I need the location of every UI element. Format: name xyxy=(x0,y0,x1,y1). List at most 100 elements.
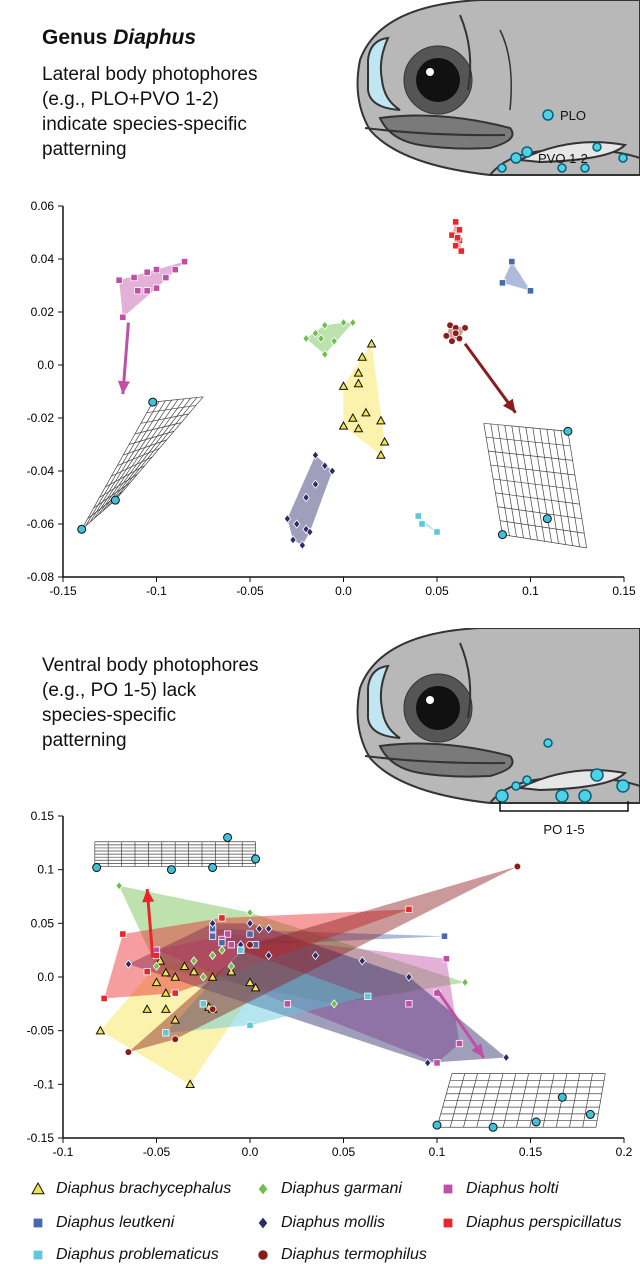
grid-line xyxy=(110,397,198,505)
point-perspicillatus xyxy=(218,914,226,922)
point-holti xyxy=(115,276,123,284)
point-garmani xyxy=(321,349,329,360)
plo-label: PLO xyxy=(560,108,586,123)
point-mollis xyxy=(298,540,307,550)
point-brachycephalus xyxy=(151,977,162,987)
point-holti xyxy=(130,273,138,282)
point-brachycephalus xyxy=(95,1025,106,1035)
triangle-icon xyxy=(31,1181,45,1195)
point-perspicillatus xyxy=(100,994,108,1003)
point-problematicus xyxy=(414,512,422,520)
point-problematicus xyxy=(364,992,372,1000)
point-garmani xyxy=(152,961,161,971)
point-perspicillatus xyxy=(452,242,460,250)
grid-line xyxy=(85,401,160,526)
point-leutkeni xyxy=(208,932,217,940)
deformation-grid xyxy=(77,396,204,534)
point-perspicillatus xyxy=(453,234,462,242)
grid-line xyxy=(502,534,587,549)
point-termophilus xyxy=(171,1035,180,1044)
grid-line xyxy=(493,478,578,490)
point-termophilus xyxy=(124,1048,133,1056)
point-garmani xyxy=(227,961,236,971)
square-icon xyxy=(442,1183,454,1195)
point-brachycephalus xyxy=(170,1014,181,1024)
point-brachycephalus xyxy=(245,977,255,987)
axes: -0.15 -0.1 -0.05 0.0 0.05 0.1 0.15 0.06 0.04 0.02… xyxy=(27,199,636,598)
caption-line: patterning xyxy=(42,139,127,160)
grid-line xyxy=(106,397,191,508)
fish-illustration-lateral: PLO PVO 1-2 xyxy=(356,0,640,176)
point-brachycephalus xyxy=(155,955,166,965)
landmark-dot xyxy=(251,854,261,864)
point-brachycephalus xyxy=(353,378,364,388)
landmark-dot xyxy=(563,426,573,436)
point-mollis xyxy=(289,535,297,545)
legend-label: Diaphus leutkeni xyxy=(56,1214,175,1231)
x-tick-label: -0.15 xyxy=(49,584,77,598)
legend-label: Diaphus brachycephalus xyxy=(56,1180,232,1197)
x-tick-label: -0.1 xyxy=(146,584,167,598)
point-perspicillatus xyxy=(152,951,161,960)
figure-title: Genus Diaphus xyxy=(42,26,197,49)
point-mollis xyxy=(405,972,413,982)
arrow xyxy=(435,989,485,1059)
grid-line xyxy=(495,492,580,505)
point-problematicus xyxy=(418,520,426,528)
point-holti xyxy=(283,1000,292,1008)
point-mollis xyxy=(306,527,314,537)
grid-line xyxy=(497,506,582,520)
point-perspicillatus xyxy=(119,930,127,938)
y-tick-label: 0.04 xyxy=(31,252,55,266)
y-tick-label: -0.04 xyxy=(27,464,55,478)
legend-marker xyxy=(442,1217,454,1229)
legend-marker xyxy=(32,1249,44,1261)
landmark-dot xyxy=(542,514,552,524)
arrow xyxy=(142,888,155,958)
point-holti xyxy=(152,284,161,292)
landmark-dot xyxy=(92,863,102,873)
point-holti xyxy=(227,941,235,949)
y-tick-label: 0.06 xyxy=(31,199,55,213)
square-icon xyxy=(32,1249,44,1261)
legend-item: Diaphus brachycephalus xyxy=(30,1180,231,1198)
ventral-caption: Ventral body photophores (e.g., PO 1-5) … xyxy=(42,653,302,753)
y-tick-label: -0.05 xyxy=(27,1024,55,1038)
landmark-dot xyxy=(557,1092,567,1102)
hull-termophilus xyxy=(128,866,518,1053)
point-holti xyxy=(455,1039,464,1048)
point-termophilus xyxy=(246,941,254,949)
deformation-grid xyxy=(92,832,261,875)
x-tick-label: -0.1 xyxy=(53,1145,74,1159)
point-problematicus xyxy=(199,1000,207,1008)
legend-item: Diaphus leutkeni xyxy=(30,1214,174,1232)
landmark-dot xyxy=(166,865,176,875)
point-brachycephalus xyxy=(189,966,199,976)
hull-perspicillatus xyxy=(104,909,409,999)
point-brachycephalus xyxy=(366,338,377,348)
point-mollis xyxy=(208,918,217,928)
legend-marker xyxy=(32,1217,44,1229)
landmark-dot xyxy=(208,863,218,873)
landmark-dot xyxy=(432,1120,442,1130)
point-holti xyxy=(442,955,450,963)
point-perspicillatus xyxy=(171,989,179,997)
point-termophilus xyxy=(448,337,456,345)
x-tick-label: 0.15 xyxy=(519,1145,543,1159)
point-termophilus xyxy=(455,334,464,343)
po-label: PO 1-5 xyxy=(543,822,585,837)
point-holti xyxy=(433,1059,441,1067)
landmark-dot xyxy=(488,1122,498,1132)
point-brachycephalus xyxy=(376,450,386,459)
point-brachycephalus xyxy=(250,982,261,992)
legend-marker xyxy=(257,1216,269,1230)
points-layer xyxy=(115,218,535,550)
x-tick-label: 0.15 xyxy=(612,584,636,598)
point-garmani xyxy=(349,317,357,328)
caption-line: patterning xyxy=(42,730,127,751)
point-brachycephalus xyxy=(353,367,364,377)
y-tick-label: -0.08 xyxy=(27,570,55,584)
point-brachycephalus xyxy=(161,988,171,997)
legend-marker xyxy=(442,1183,454,1195)
point-garmani xyxy=(115,881,123,891)
